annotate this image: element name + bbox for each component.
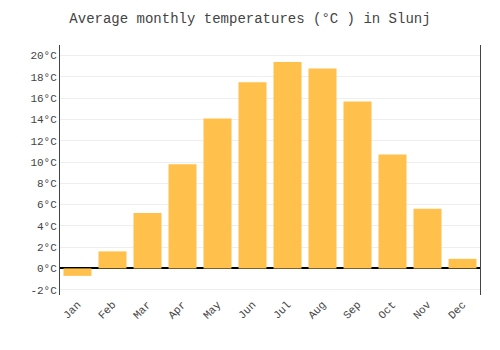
svg-text:0°C: 0°C [37,263,57,275]
svg-text:18°C: 18°C [30,72,57,84]
svg-text:10°C: 10°C [30,157,57,169]
svg-text:Dec: Dec [446,299,468,321]
svg-text:Aug: Aug [306,299,328,321]
svg-text:4°C: 4°C [37,221,57,233]
svg-text:2°C: 2°C [37,242,57,254]
svg-text:-2°C: -2°C [30,285,57,297]
svg-text:14°C: 14°C [30,114,57,126]
svg-text:Apr: Apr [166,299,188,321]
svg-text:May: May [201,299,224,322]
svg-text:Jan: Jan [61,299,83,321]
svg-text:Sep: Sep [341,299,363,321]
svg-text:Jun: Jun [236,299,258,321]
svg-text:20°C: 20°C [30,50,57,62]
svg-text:8°C: 8°C [37,178,57,190]
svg-text:6°C: 6°C [37,199,57,211]
svg-text:Jul: Jul [271,299,293,321]
svg-text:Oct: Oct [376,299,398,321]
svg-text:Nov: Nov [411,299,434,322]
svg-text:Average monthly temperatures (: Average monthly temperatures (°C ) in Sl… [69,11,430,27]
svg-text:16°C: 16°C [30,93,57,105]
svg-text:12°C: 12°C [30,136,57,148]
svg-text:Mar: Mar [131,299,153,321]
svg-text:Feb: Feb [96,299,118,321]
